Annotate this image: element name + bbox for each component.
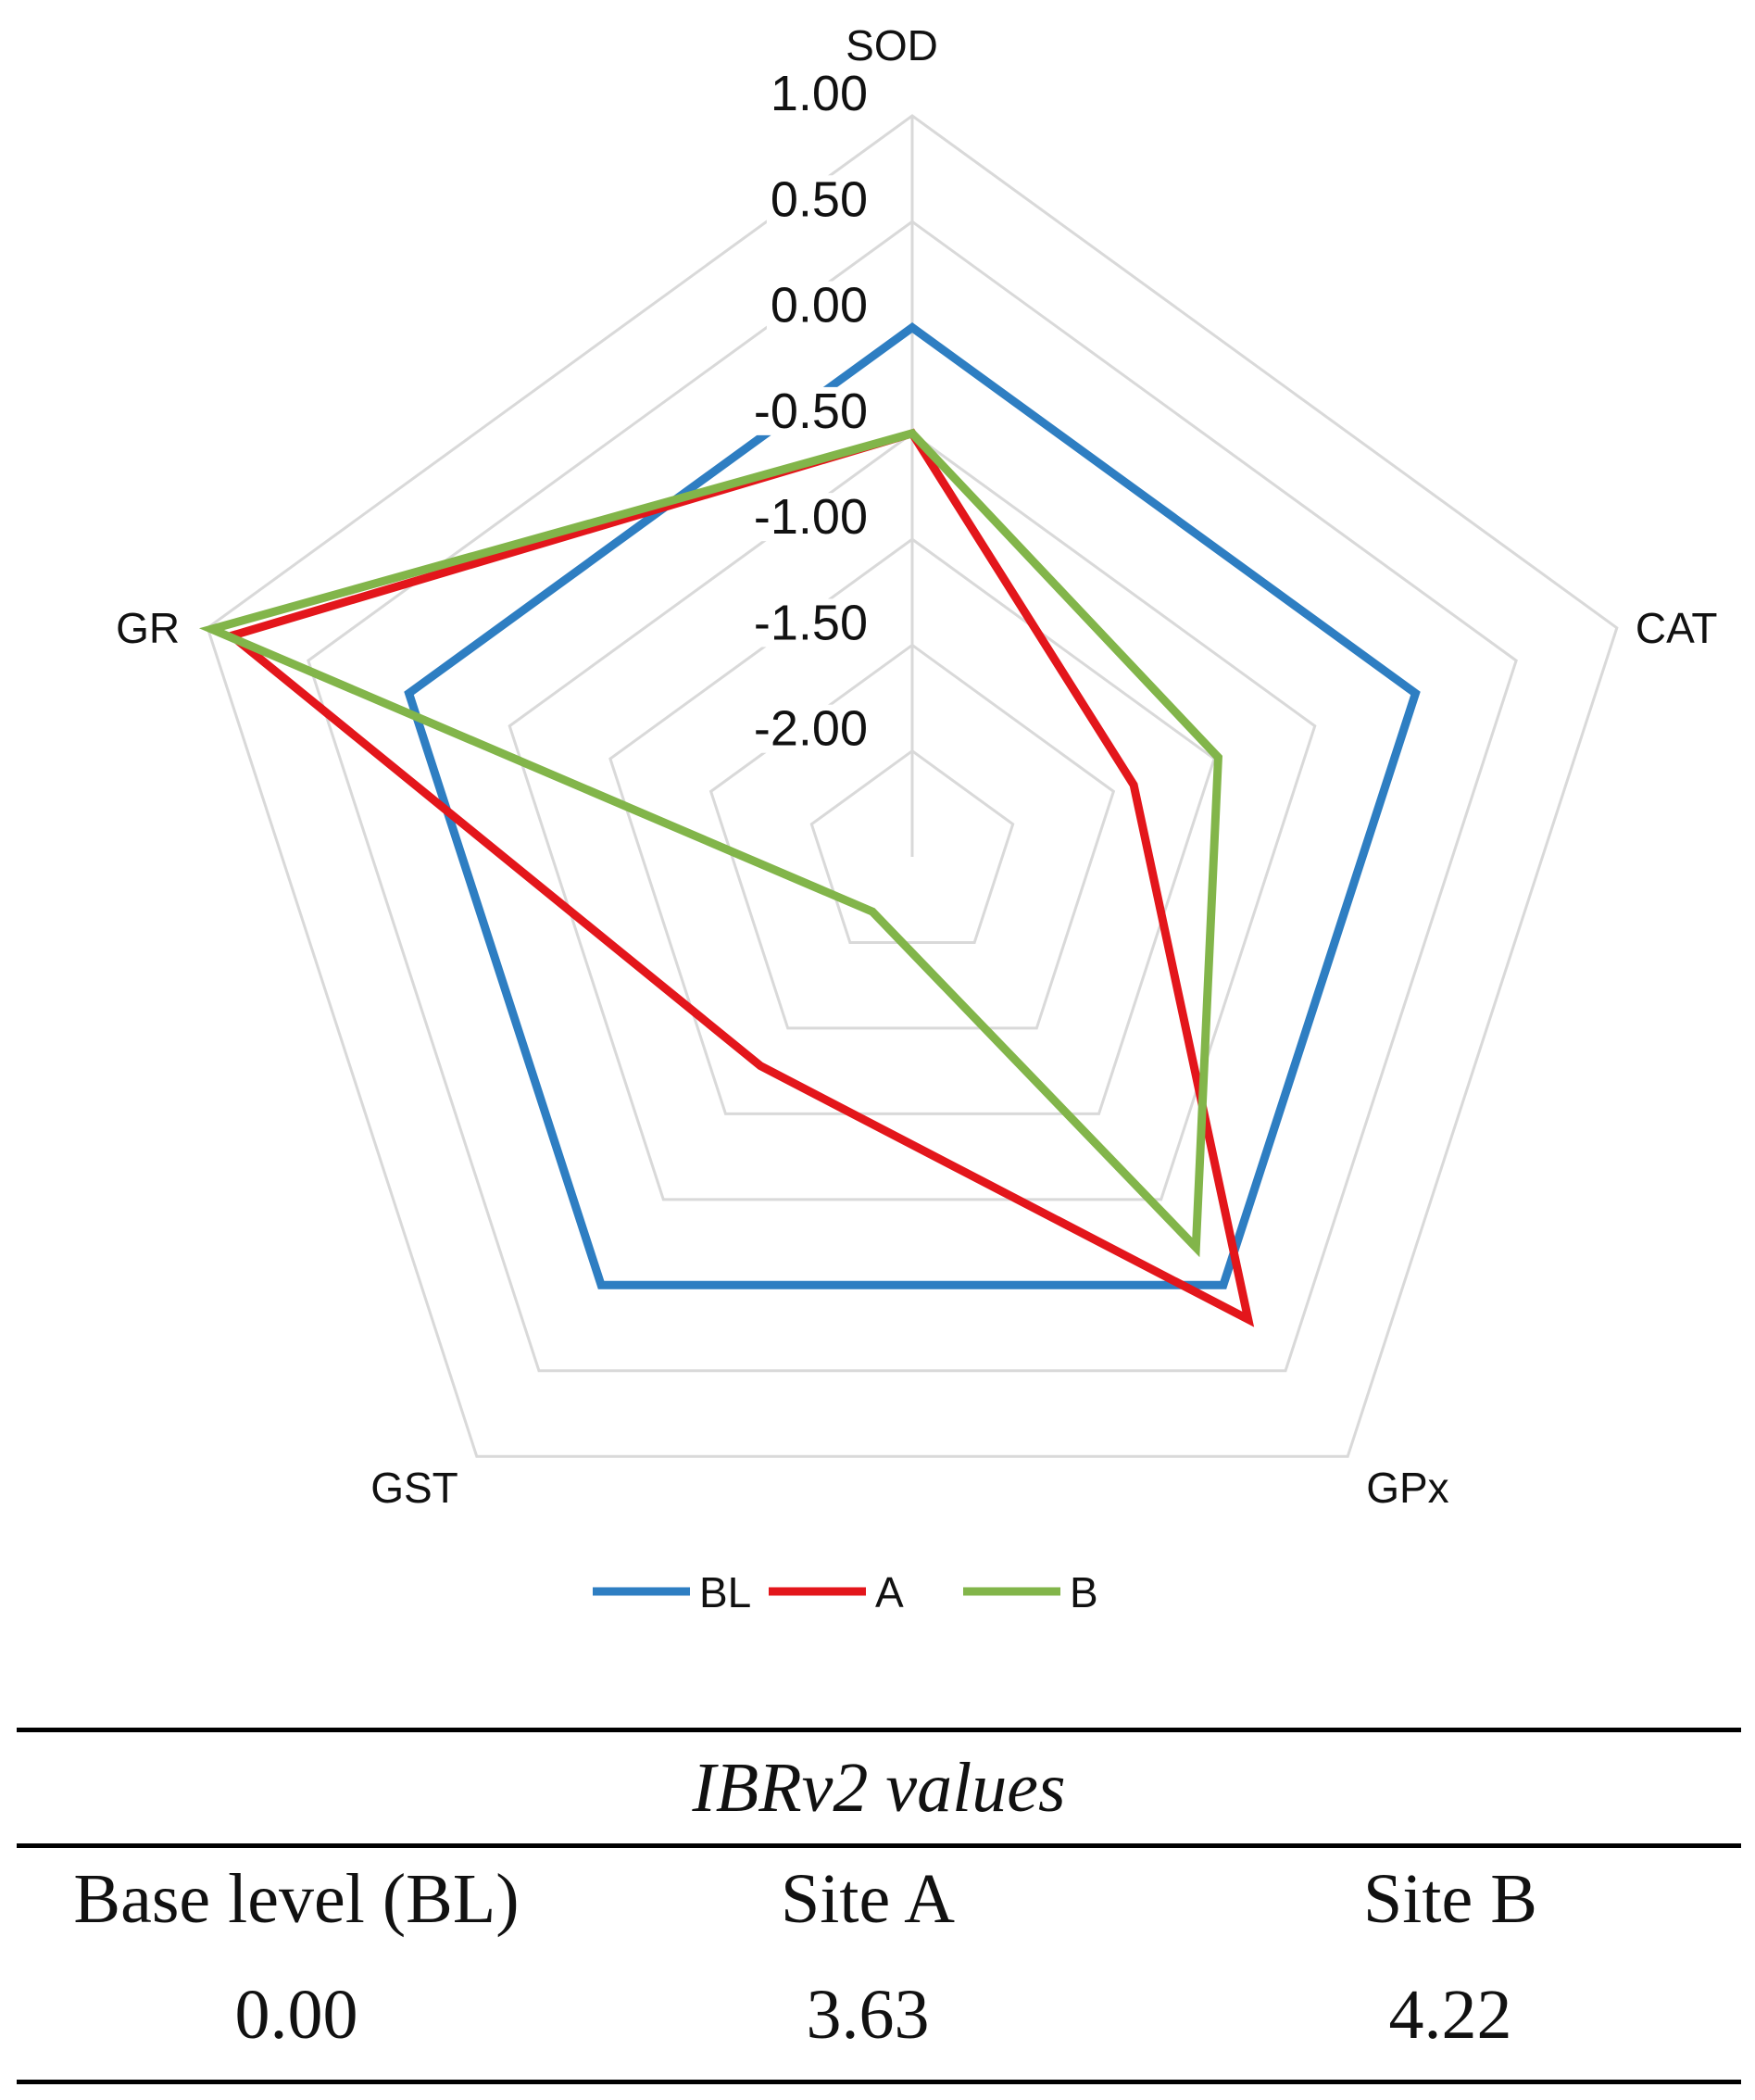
grid-ring xyxy=(708,643,1116,1030)
ibr-table: IBRv2 values Base level (BL) Site A Site… xyxy=(17,1728,1741,2084)
tick-label-background xyxy=(766,69,871,118)
table-top-rule xyxy=(17,1728,1741,1732)
grid-ring xyxy=(206,114,1619,1458)
radial-tick-labels: 1.00 0.50 0.00 -0.50 -1.00 -1.50 -2.00 xyxy=(749,66,871,757)
legend-label-B: B xyxy=(1070,1568,1098,1616)
table-header-row: Base level (BL) Site A Site B xyxy=(17,1848,1741,1950)
series-B-line xyxy=(198,428,1223,1258)
tick-label: -2.00 xyxy=(754,701,868,757)
tick-label: 0.00 xyxy=(771,278,868,333)
tick-label-background xyxy=(766,281,871,330)
grid-ring xyxy=(608,537,1216,1115)
tick-label-background xyxy=(749,598,871,648)
axis-label-gr: GR xyxy=(116,604,180,652)
axis-label-gst: GST xyxy=(370,1464,458,1512)
table-bottom-rule xyxy=(17,2080,1741,2084)
value-site-b: 4.22 xyxy=(1388,1975,1512,2054)
tick-label: -1.00 xyxy=(754,489,868,545)
tick-label: -1.50 xyxy=(754,595,868,650)
value-base-level: 0.00 xyxy=(234,1975,358,2054)
tick-label: -0.50 xyxy=(754,384,868,439)
table-header-rule xyxy=(17,1843,1741,1848)
axis-label-cat: CAT xyxy=(1636,604,1718,652)
axis-label-gpx: GPx xyxy=(1366,1464,1448,1512)
axis-labels: SOD CAT GPx GST GR xyxy=(116,21,1717,1512)
axis-label-sod: SOD xyxy=(846,21,938,69)
legend-label-BL: BL xyxy=(699,1568,751,1616)
grid-ring xyxy=(508,432,1317,1201)
grid-ring xyxy=(307,220,1518,1373)
value-site-a: 3.63 xyxy=(806,1975,930,2054)
table-title: IBRv2 values xyxy=(692,1749,1066,1827)
tick-label: 0.50 xyxy=(771,171,868,227)
tick-label-background xyxy=(749,493,871,542)
series-BL-line xyxy=(404,322,1421,1289)
legend-label-A: A xyxy=(875,1568,904,1616)
tick-label: 1.00 xyxy=(771,66,868,121)
header-site-a: Site A xyxy=(781,1859,955,1938)
header-site-b: Site B xyxy=(1363,1859,1537,1938)
tick-label-background xyxy=(749,704,871,753)
series-A-line xyxy=(222,428,1255,1327)
legend: BL A B xyxy=(593,1568,1098,1616)
radar-series xyxy=(198,322,1421,1327)
radar-chart: 1.00 0.50 0.00 -0.50 -1.00 -1.50 -2.00 SOD CAT G… xyxy=(116,21,1717,1616)
tick-label-background xyxy=(766,175,871,224)
table-value-row: 0.00 3.63 4.22 xyxy=(17,1950,1741,2080)
tick-label-background xyxy=(749,386,871,435)
grid-ring xyxy=(809,748,1015,944)
header-base-level: Base level (BL) xyxy=(73,1859,520,1938)
